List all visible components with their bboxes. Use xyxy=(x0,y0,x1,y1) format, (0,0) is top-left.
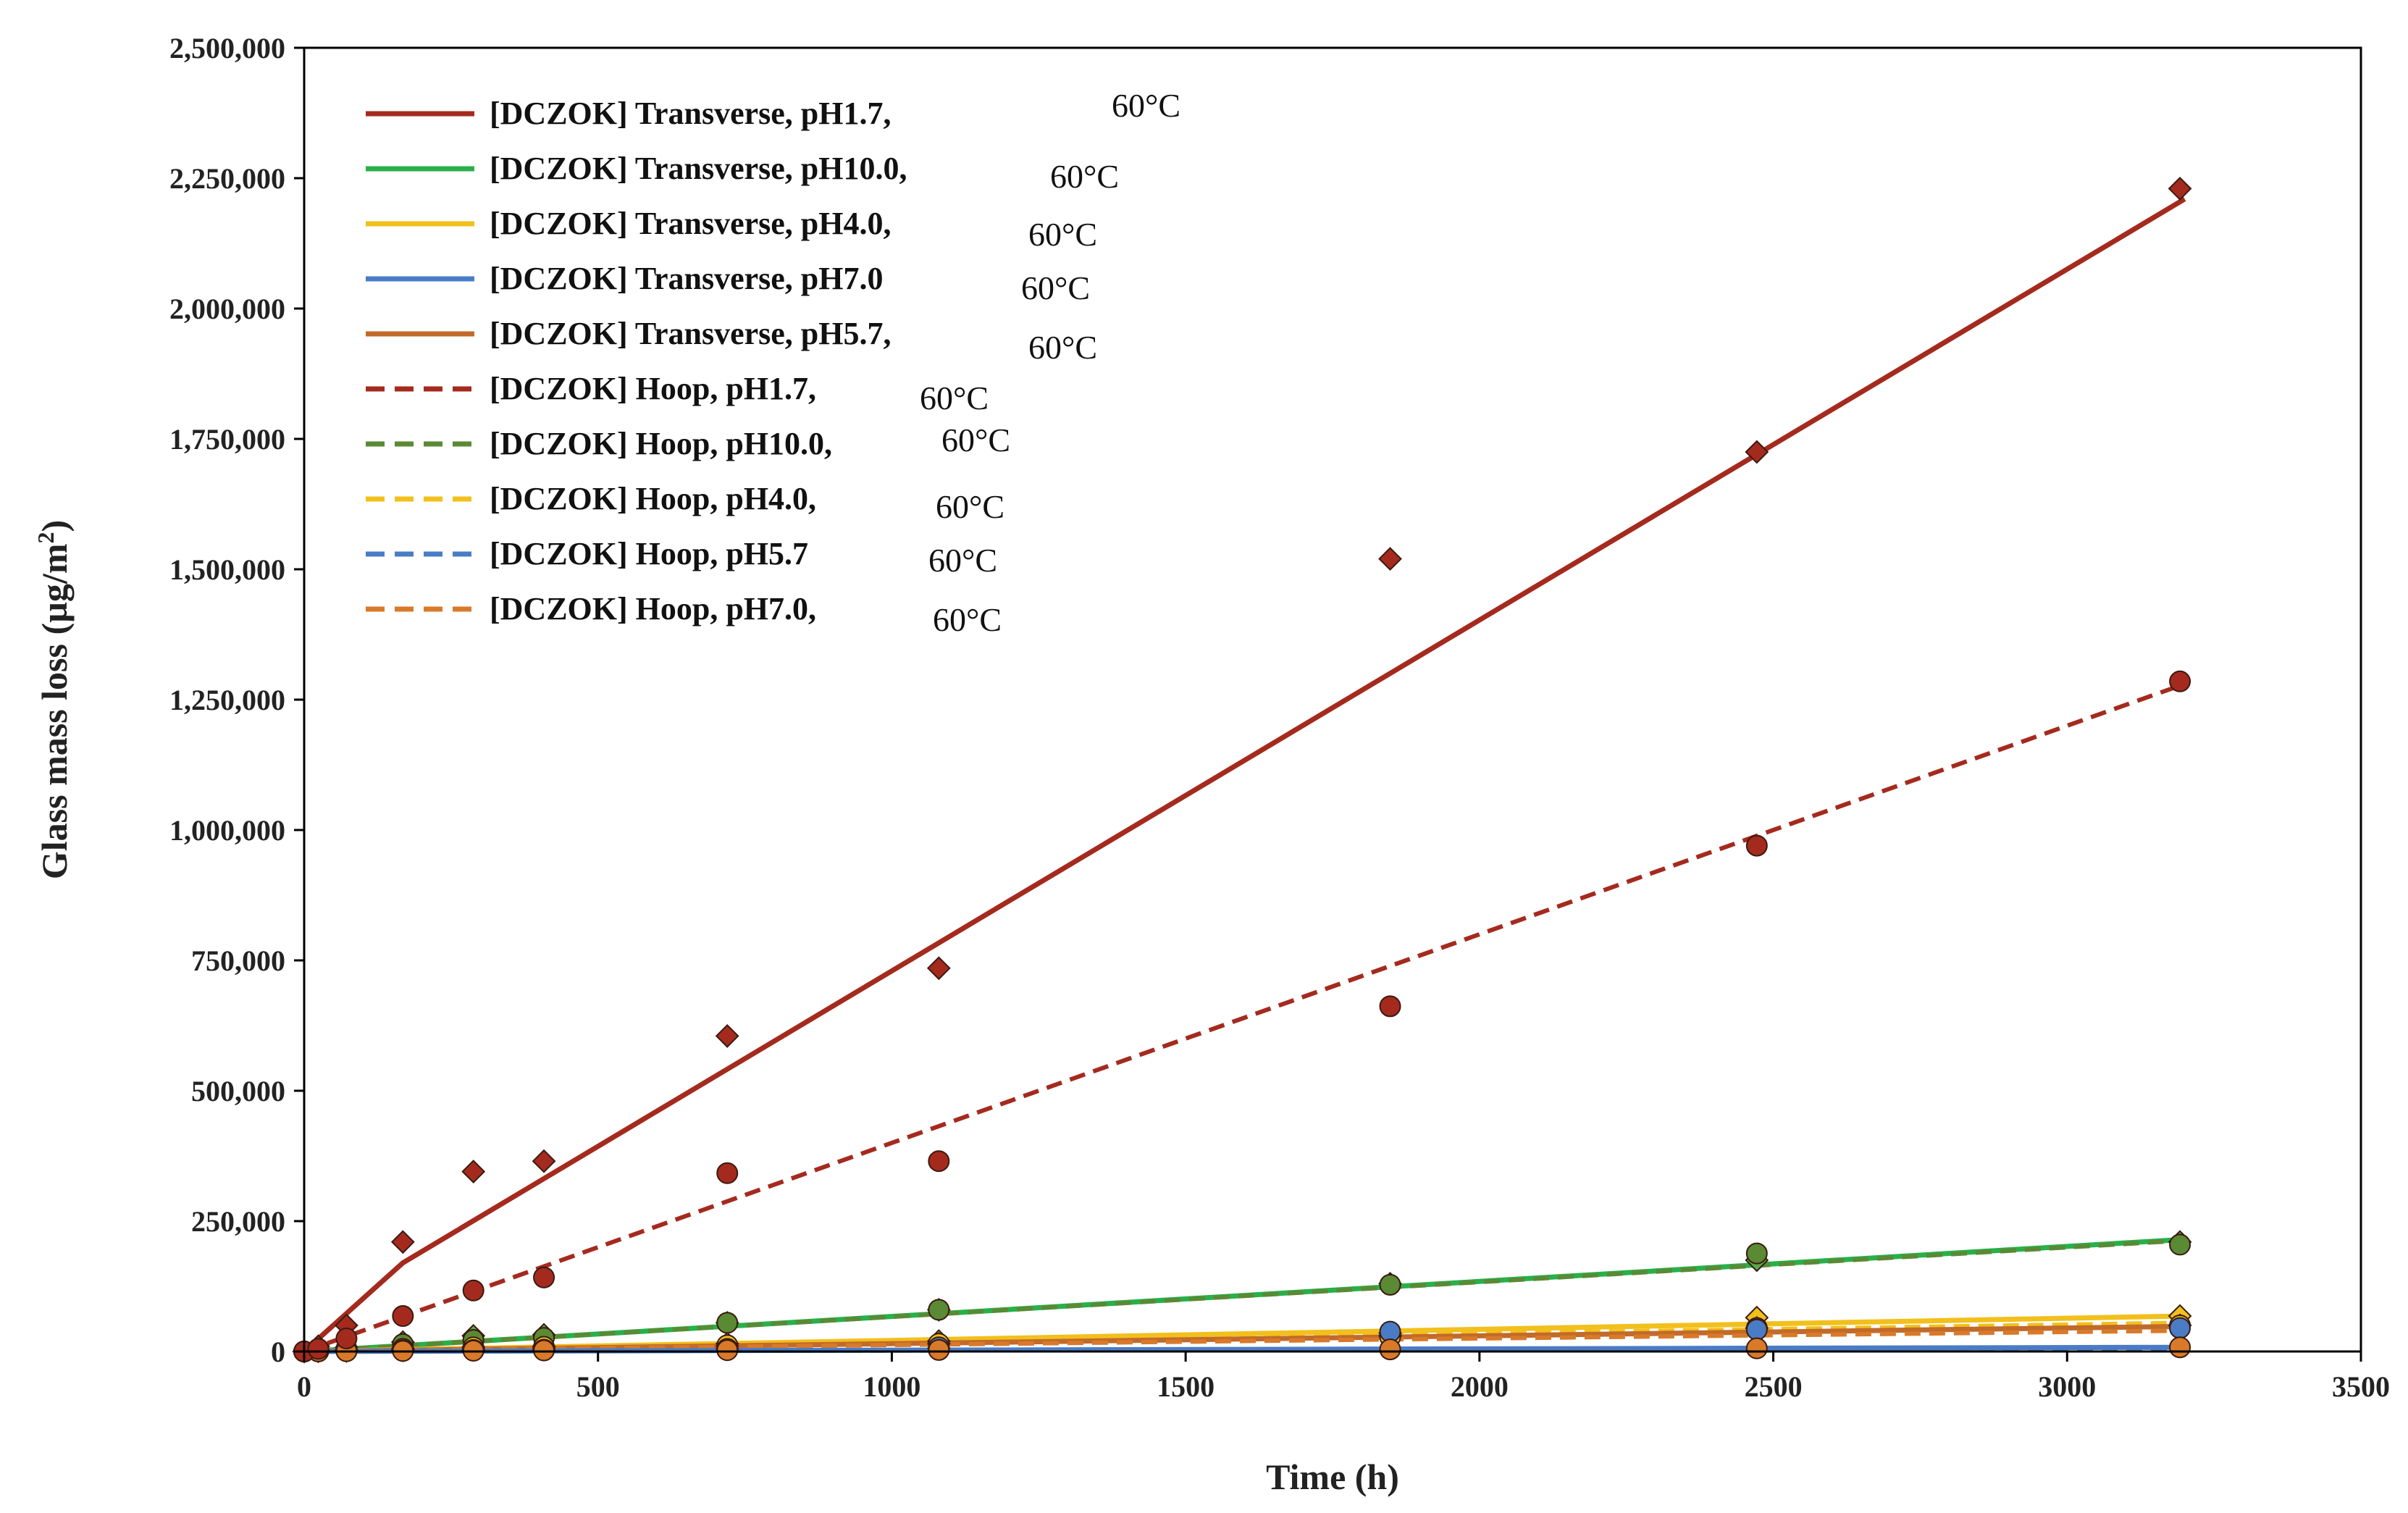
data-point xyxy=(1379,1338,1401,1361)
legend-label: [DCZOK] Hoop, pH7.0, xyxy=(490,591,816,626)
legend-label: [DCZOK] Hoop, pH10.0, xyxy=(490,426,832,461)
data-point xyxy=(390,1230,415,1254)
legend-label: [DCZOK] Transverse, pH1.7, xyxy=(490,96,891,131)
y-tick-label: 1,500,000 xyxy=(169,553,285,586)
data-point xyxy=(1379,1273,1401,1296)
y-axis-title-superscript: 2 xyxy=(33,532,59,544)
y-axis-title-close: ) xyxy=(34,520,75,532)
legend-temp: 60°C xyxy=(1021,269,1090,306)
legend-label: [DCZOK] Transverse, pH4.0, xyxy=(490,206,891,241)
y-tick-label: 250,000 xyxy=(191,1205,285,1238)
data-point xyxy=(461,1160,486,1184)
legend-temp: 60°C xyxy=(928,542,997,579)
y-tick-label: 1,250,000 xyxy=(169,684,285,716)
data-point xyxy=(2169,1336,2191,1359)
data-point xyxy=(2169,670,2191,692)
data-point xyxy=(1745,1337,1768,1359)
data-point xyxy=(2169,1233,2191,1256)
legend-temp: 60°C xyxy=(920,380,989,416)
x-axis: 0 500 1000 1500 2000 2500 3000 3500 xyxy=(297,1351,2390,1403)
legend-label: [DCZOK] Hoop, pH4.0, xyxy=(490,481,816,516)
data-point xyxy=(926,956,951,981)
legend-label: [DCZOK] Transverse, pH7.0 xyxy=(490,261,883,296)
y-tick-label: 750,000 xyxy=(191,944,285,977)
x-axis-title: Time (h) xyxy=(1266,1457,1399,1497)
legend-temp: 60°C xyxy=(1028,329,1097,366)
x-tick-label: 1500 xyxy=(1157,1370,1215,1403)
data-point xyxy=(1378,547,1402,571)
legend-temp: 60°C xyxy=(941,422,1010,458)
data-point xyxy=(533,1266,555,1288)
y-tick-label: 2,000,000 xyxy=(169,293,285,325)
fit-line xyxy=(303,1328,2185,1354)
legend-temp: 60°C xyxy=(1028,216,1097,253)
data-point xyxy=(2168,176,2192,201)
legend: [DCZOK] Transverse, pH1.7, 60°C [DCZOK] Tr… xyxy=(366,87,1180,638)
y-tick-label: 0 xyxy=(271,1336,285,1368)
fit-line xyxy=(303,682,2186,1354)
y-tick-label: 1,000,000 xyxy=(169,814,285,847)
data-point xyxy=(1379,995,1401,1018)
data-point xyxy=(335,1328,358,1349)
data-point xyxy=(716,1162,739,1184)
legend-label: [DCZOK] Hoop, pH1.7, xyxy=(490,371,816,406)
fit-line xyxy=(303,1238,2185,1354)
data-point xyxy=(716,1312,739,1334)
data-point xyxy=(1745,440,1769,464)
x-tick-label: 2000 xyxy=(1451,1370,1509,1403)
y-tick-label: 1,750,000 xyxy=(169,423,285,456)
data-point xyxy=(307,1338,330,1360)
y-axis: 0 250,000 500,000 750,000 1,000,000 1,250,000… xyxy=(169,32,304,1368)
data-point xyxy=(716,1339,739,1362)
y-tick-label: 2,250,000 xyxy=(169,162,285,195)
y-tick-label: 2,500,000 xyxy=(169,32,285,64)
legend-label: [DCZOK] Transverse, pH10.0, xyxy=(490,151,907,186)
y-axis-title-main: Glass mass loss (µg/m xyxy=(34,544,75,880)
data-point xyxy=(1745,1242,1768,1265)
y-tick-label: 500,000 xyxy=(191,1075,285,1107)
x-tick-label: 3500 xyxy=(2332,1370,2390,1403)
x-tick-label: 0 xyxy=(297,1370,311,1403)
legend-temp: 60°C xyxy=(1112,87,1180,124)
data-point xyxy=(928,1299,950,1321)
legend-temp: 60°C xyxy=(1050,158,1119,195)
data-point xyxy=(715,1023,739,1048)
data-point xyxy=(1745,834,1768,857)
data-point xyxy=(1745,1318,1768,1341)
data-point xyxy=(928,1150,950,1173)
x-tick-label: 2500 xyxy=(1745,1370,1803,1403)
y-axis-title: Glass mass loss (µg/m2) xyxy=(33,520,75,879)
x-tick-label: 1000 xyxy=(863,1370,920,1403)
legend-label: [DCZOK] Transverse, pH5.7, xyxy=(490,316,891,351)
legend-label: [DCZOK] Hoop, pH5.7 xyxy=(490,536,808,571)
fit-line xyxy=(303,1346,2185,1354)
fit-line xyxy=(302,196,2186,1354)
legend-temp: 60°C xyxy=(936,488,1004,525)
data-point xyxy=(2169,1317,2191,1339)
fit-lines xyxy=(302,196,2186,1354)
data-point xyxy=(392,1305,414,1328)
data-point xyxy=(462,1279,484,1302)
data-point xyxy=(928,1338,950,1361)
x-tick-label: 500 xyxy=(576,1370,620,1403)
x-tick-label: 3000 xyxy=(2038,1370,2096,1403)
data-point xyxy=(532,1149,556,1173)
legend-temp: 60°C xyxy=(933,601,1002,638)
